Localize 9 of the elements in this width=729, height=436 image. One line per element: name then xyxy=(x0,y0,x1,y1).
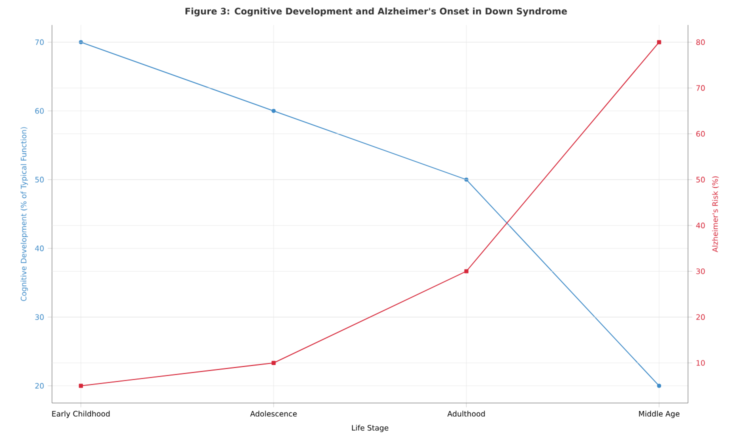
point xyxy=(272,108,276,113)
chart-title: Figure 3: Cognitive Development and Alzheimer's Onset in Down Syndrome xyxy=(186,8,567,16)
point xyxy=(78,384,83,388)
point xyxy=(464,269,468,274)
point xyxy=(657,384,662,388)
point xyxy=(78,40,83,44)
point xyxy=(657,40,662,44)
point xyxy=(464,178,468,182)
point xyxy=(272,360,276,365)
